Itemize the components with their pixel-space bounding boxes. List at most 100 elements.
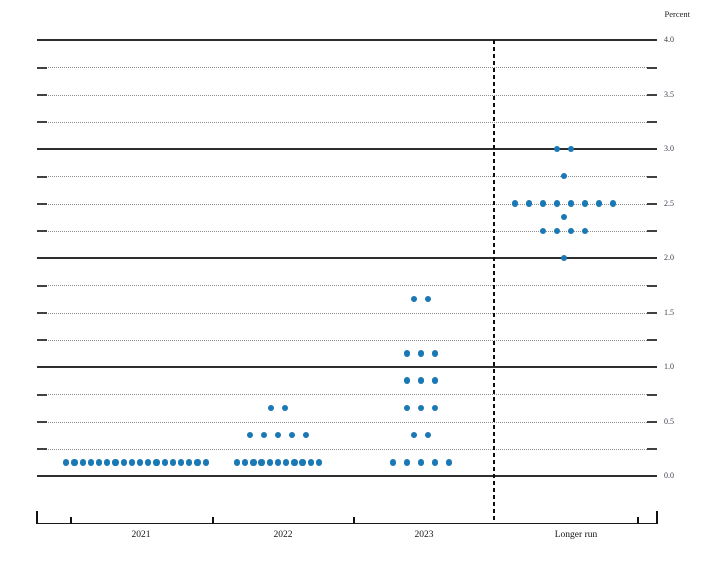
gridline-cap — [37, 66, 47, 69]
projection-dot — [307, 459, 314, 466]
gridline-cap — [37, 230, 47, 233]
x-axis-end-tick — [36, 511, 38, 524]
gridline-dotted — [37, 339, 657, 342]
y-axis-unit-label: Percent — [664, 9, 691, 19]
gridline-cap — [647, 203, 657, 205]
gridline-dotted — [37, 230, 657, 233]
gridline-cap — [37, 121, 47, 124]
projection-dot — [445, 459, 453, 466]
gridline-dotted — [37, 312, 657, 314]
projection-dot — [609, 200, 617, 207]
projection-dot — [274, 459, 282, 466]
projection-dot — [288, 431, 296, 439]
projection-dot — [553, 145, 561, 153]
gridline-solid — [37, 257, 657, 259]
gridline-cap — [647, 393, 657, 396]
gridline-cap — [37, 284, 47, 287]
projection-dot — [581, 200, 589, 207]
projection-dot — [104, 459, 111, 466]
projection-dot — [153, 459, 160, 466]
gridline-cap — [37, 312, 47, 314]
projection-dot — [79, 459, 86, 466]
gridline-dotted — [37, 203, 657, 205]
y-tick-label: 2.5 — [664, 198, 674, 208]
x-axis-line — [37, 523, 657, 525]
projection-dot — [87, 459, 95, 466]
projection-dot — [595, 200, 603, 207]
x-axis-tick — [212, 517, 214, 524]
projection-dot — [560, 254, 568, 262]
gridline-cap — [37, 94, 47, 96]
projection-dot — [417, 459, 425, 466]
projection-dot — [417, 377, 425, 384]
projection-dot — [258, 459, 265, 466]
projection-dot — [242, 459, 249, 466]
y-tick-label: 3.0 — [664, 144, 674, 153]
gridline-dotted — [37, 393, 657, 396]
gridline-solid — [37, 148, 657, 150]
projection-dot — [539, 200, 547, 207]
x-axis-tick — [353, 517, 355, 524]
projection-dot — [431, 350, 439, 357]
projection-dot — [424, 431, 432, 439]
gridline-dotted — [37, 421, 657, 423]
gridline-cap — [37, 175, 47, 178]
gridline-dotted — [37, 175, 657, 178]
gridline-cap — [647, 121, 657, 124]
projection-dot — [161, 459, 168, 466]
gridline-solid — [37, 475, 657, 477]
projection-dot — [315, 459, 323, 466]
x-axis-tick — [637, 517, 639, 524]
projection-dot — [431, 459, 439, 466]
projection-dot — [403, 404, 411, 412]
x-axis-tick — [70, 517, 72, 524]
gridline-cap — [647, 312, 657, 314]
projection-dot — [233, 459, 241, 466]
projection-dot — [567, 227, 575, 234]
projection-dot — [177, 459, 185, 466]
gridline-dotted — [37, 94, 657, 96]
x-category-label: 2022 — [273, 530, 293, 540]
gridline-solid — [37, 366, 657, 368]
gridline-cap — [647, 66, 657, 69]
projection-dot — [120, 459, 127, 466]
projection-dot — [283, 459, 290, 466]
projection-dot — [281, 404, 289, 412]
projection-dot — [553, 227, 561, 234]
projection-dot — [266, 459, 273, 466]
projection-dot — [136, 459, 144, 466]
projection-dot — [169, 459, 177, 466]
projection-dot — [389, 459, 397, 466]
y-tick-label: 1.5 — [664, 307, 674, 317]
x-axis-end-tick — [656, 511, 658, 524]
projection-dot — [567, 200, 575, 207]
gridline-cap — [37, 393, 47, 396]
projection-dot — [431, 377, 439, 384]
gridline-solid — [37, 39, 657, 41]
projection-dot — [260, 431, 268, 439]
projection-dot — [302, 431, 310, 439]
projection-dot — [567, 145, 575, 153]
x-category-label: 2023 — [414, 530, 434, 540]
y-tick-label: 2.0 — [664, 253, 674, 262]
projection-dot — [403, 350, 411, 357]
y-tick-label: 0.0 — [664, 471, 674, 480]
gridline-cap — [647, 339, 657, 342]
projection-dot — [267, 404, 275, 412]
projection-dot — [581, 227, 589, 234]
projection-dot — [417, 404, 425, 412]
gridline-dotted — [37, 66, 657, 69]
projection-dot — [525, 200, 533, 207]
projection-dot — [246, 431, 254, 439]
projection-dot — [431, 404, 439, 412]
y-tick-label: 0.5 — [664, 416, 674, 426]
projection-dot — [403, 377, 411, 384]
longer-run-separator-line — [493, 40, 495, 523]
projection-dot — [424, 295, 432, 303]
projection-dot — [410, 295, 418, 303]
gridline-cap — [37, 203, 47, 205]
x-category-label: Longer run — [554, 530, 598, 540]
projection-dot — [202, 459, 209, 466]
y-tick-label: 4.0 — [664, 35, 674, 44]
projection-dot — [194, 459, 201, 466]
